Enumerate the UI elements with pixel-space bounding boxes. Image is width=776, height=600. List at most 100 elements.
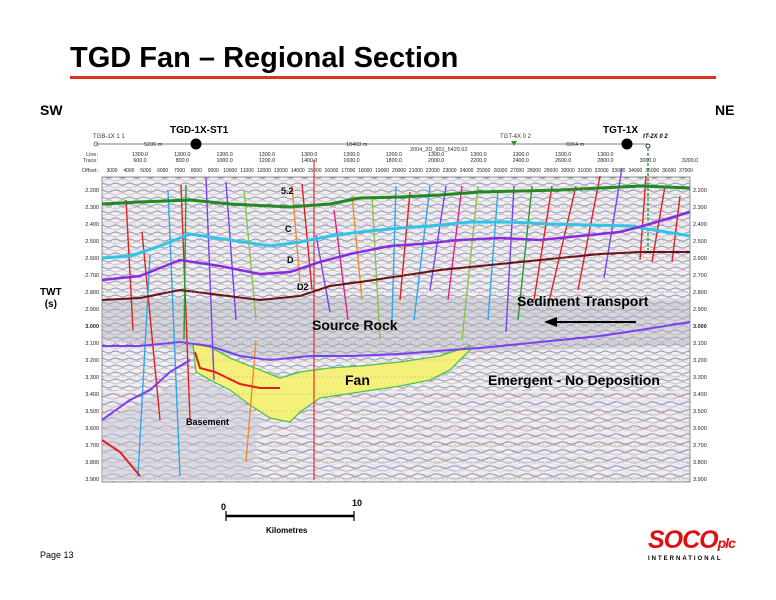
offset-value: 4000 xyxy=(123,168,134,174)
time-tick-label-left: 2.600 xyxy=(85,256,99,262)
time-axis-right: 2.200 2.300 2.400 2.500 2.600 2.700 2.800 2.900… xyxy=(693,188,707,483)
time-tick-label-right: 2.500 xyxy=(693,239,707,245)
trace-value: 2600.0 xyxy=(555,158,571,164)
time-tick-label-left: 3.900 xyxy=(85,477,99,483)
time-tick-label-right: 3.800 xyxy=(693,460,707,466)
basement-label: Basement xyxy=(186,417,229,427)
horizon-basement-flank xyxy=(101,359,191,421)
line-values: 1300.0 1300.0 1300.0 1300.0 1300.0 1300.0 1300… xyxy=(132,152,614,158)
offset-value: 26000 xyxy=(493,168,507,174)
emergent-label: Emergent - No Deposition xyxy=(488,372,660,388)
line-value: 1300.0 xyxy=(513,152,529,158)
trace-value: 1200.0 xyxy=(259,158,275,164)
offset-value: 36000 xyxy=(662,168,676,174)
offset-value: 19000 xyxy=(375,168,389,174)
time-tick-label-right: 3.700 xyxy=(693,443,707,449)
fault-red-9 xyxy=(639,175,647,261)
offset-value: 14000 xyxy=(291,168,305,174)
offset-value: 37000 xyxy=(679,168,693,174)
offset-value: 22000 xyxy=(426,168,440,174)
horizon-label-d: D xyxy=(287,255,294,265)
fault-purple-3 xyxy=(315,234,331,313)
time-tick-label-left: 3.100 xyxy=(85,341,99,347)
time-tick-label-left: 3.700 xyxy=(85,443,99,449)
distance-label-2: 18403 m xyxy=(346,142,368,148)
line-value: 1300.0 xyxy=(343,152,359,158)
twt-label: TWT xyxy=(40,287,62,298)
time-tick-label-left: 3.300 xyxy=(85,375,99,381)
well-label-tgt-1x: TGT-1X xyxy=(603,125,638,136)
offset-value: 13000 xyxy=(274,168,288,174)
time-tick-label-left: 3.600 xyxy=(85,426,99,432)
offset-value: 29000 xyxy=(544,168,558,174)
time-tick-label-right: 2.900 xyxy=(693,307,707,313)
fault-cyan-2 xyxy=(167,189,181,477)
fault-purple-4 xyxy=(429,185,447,291)
direction-sw-label: SW xyxy=(40,102,63,118)
offset-value: 32000 xyxy=(595,168,609,174)
slide-title: TGD Fan – Regional Section xyxy=(70,42,459,74)
offset-value: 18000 xyxy=(358,168,372,174)
fault-cyan-4 xyxy=(413,185,431,321)
horizon-c xyxy=(101,220,691,260)
time-tick-label-right: 2.300 xyxy=(693,205,707,211)
time-tick-label-right: 3.400 xyxy=(693,392,707,398)
logo-suffix: plc xyxy=(717,535,736,551)
time-tick-label-right: 2.600 xyxy=(693,256,707,262)
time-tick-label-right: 3.300 xyxy=(693,375,707,381)
line-value: 1300.0 xyxy=(555,152,571,158)
line-value: 1300.0 xyxy=(259,152,275,158)
horizon-5-2 xyxy=(101,184,691,209)
offset-value: 20000 xyxy=(392,168,406,174)
trace-value: 600.0 xyxy=(133,158,146,164)
scale-bar-units-label: Kilometres xyxy=(266,526,308,535)
offset-values: 3000 4000 5000 6000 7000 8000 9000 10000 11000 12… xyxy=(106,168,693,174)
offset-value: 24000 xyxy=(460,168,474,174)
offset-value: 28000 xyxy=(527,168,541,174)
sediment-transport-arrowhead xyxy=(544,317,557,327)
offset-value: 31000 xyxy=(578,168,592,174)
offset-value: 21000 xyxy=(409,168,423,174)
time-axis-left: 2.200 2.300 2.400 2.500 2.600 2.700 2.800 2.900… xyxy=(85,188,99,483)
scale-bar-end-label: 10 xyxy=(352,498,362,508)
trace-value: 2800.0 xyxy=(597,158,613,164)
offset-value: 16000 xyxy=(325,168,339,174)
scale-bar-start-label: 0 xyxy=(221,502,226,512)
time-tick-label-right: 3.900 xyxy=(693,477,707,483)
trace-value: 1600.0 xyxy=(343,158,359,164)
logo-wordmark: SOCOplc xyxy=(648,526,736,556)
well-label-tt-2x: tT-2X 0 2 xyxy=(643,134,668,140)
section-header: TGB-1X 1 1 TGD-1X-ST1 TGT-4X 0 2 TGT-1X … xyxy=(82,125,698,174)
soco-logo: SOCOplc INTERNATIONAL xyxy=(648,526,736,571)
fault-green-1 xyxy=(183,184,187,341)
fault-red-6 xyxy=(533,185,553,301)
fault-pink-2 xyxy=(447,185,463,301)
logo-word: SOCO xyxy=(648,526,719,554)
trace-value: 800.0 xyxy=(176,158,189,164)
time-tick-label-right: 2.700 xyxy=(693,273,707,279)
line-value: 1300.0 xyxy=(132,152,148,158)
time-tick-label-left: 3.200 xyxy=(85,358,99,364)
row-label-line: Line: xyxy=(86,152,98,158)
sediment-transport-label: Sediment Transport xyxy=(517,293,649,309)
fault-red-7 xyxy=(547,185,577,307)
offset-value: 27000 xyxy=(510,168,524,174)
time-tick-label-left: 3.800 xyxy=(85,460,99,466)
well-marker-tgd-st1 xyxy=(190,138,202,150)
time-tick-label-left: 3.400 xyxy=(85,392,99,398)
well-label-tgt-4x: TGT-4X 0 2 xyxy=(500,134,532,140)
offset-value: 10000 xyxy=(223,168,237,174)
offset-value: 25000 xyxy=(476,168,490,174)
trace-values: 600.0 800.0 1000.0 1200.0 1400.0 1600.0 1800.0… xyxy=(133,158,698,164)
trace-value: 1400.0 xyxy=(301,158,317,164)
trace-value: 1000.0 xyxy=(217,158,233,164)
basement-deep-red xyxy=(101,439,141,477)
fault-orange-1 xyxy=(245,339,257,463)
fault-cyan-5 xyxy=(487,189,499,321)
well-marker-tgt-4x xyxy=(511,141,517,146)
line-value: 1300.0 xyxy=(217,152,233,158)
offset-value: 30000 xyxy=(561,168,575,174)
well-marker-tgb xyxy=(93,141,99,147)
line-value: 1300.0 xyxy=(174,152,190,158)
time-tick-label-left: 3.500 xyxy=(85,409,99,415)
